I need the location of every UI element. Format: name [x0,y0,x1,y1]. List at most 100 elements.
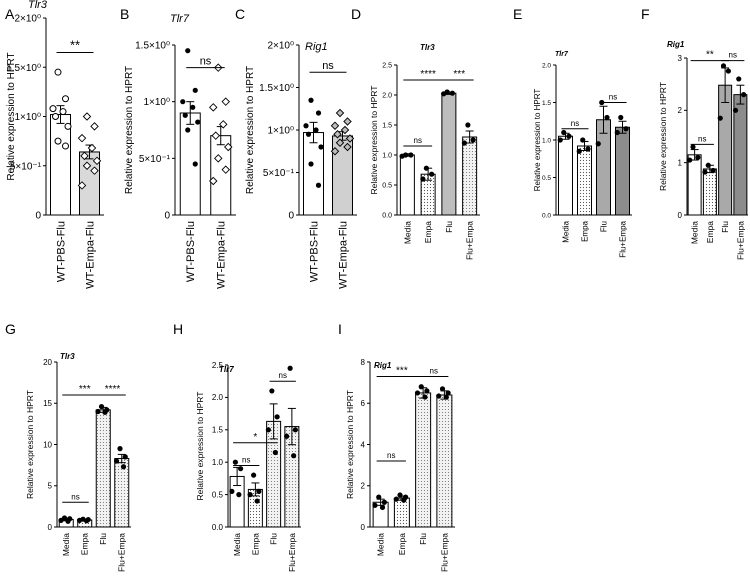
category-label: Flu+Empa [618,220,627,257]
data-point [221,165,230,174]
data-point [436,393,442,399]
data-point [340,125,350,135]
data-point [576,148,582,154]
y-axis-label: Relative expression to HPRT [345,390,355,499]
y-tick-label: 0.0 [382,212,392,219]
data-point [422,394,428,400]
data-point [102,409,108,415]
data-point [623,126,629,132]
significance-label: ns [322,60,334,72]
category-label: Media [561,220,570,242]
data-point [274,414,280,420]
significance-label: ns [571,119,579,128]
y-tick-label: 1.5×10⁰ [259,83,294,94]
category-label: Flu+Empa [287,533,297,572]
significance-label: **** [420,69,436,80]
data-point [308,161,314,167]
significance-label: ** [70,37,80,52]
y-tick-label: 2.5 [382,62,392,69]
data-point [62,142,69,150]
y-tick-label: 1.5 [382,122,392,129]
data-point [445,390,451,396]
significance-label: ns [71,492,79,501]
data-point [52,113,59,120]
data-point [287,365,293,371]
data-point [397,492,403,498]
data-point [256,488,262,494]
significance-label: ns [729,51,737,60]
panel-title: Rig1 [305,41,328,53]
data-point [284,433,290,439]
data-point [265,427,271,433]
data-point [80,151,89,161]
data-point [381,499,387,505]
y-axis-label: Relative expression to HPRT [124,66,135,194]
data-point [443,394,449,400]
y-tick-label: 0 [288,211,294,222]
panel-letter: C [235,6,245,22]
data-point [604,114,610,121]
data-point [308,97,314,103]
data-point [343,117,352,126]
panel-title: Rig1 [374,361,392,370]
category-label: Media [690,221,700,244]
y-tick-label: 0 [678,211,683,220]
data-point [470,137,476,143]
panel-letter: A [5,6,15,22]
data-point [95,408,101,415]
panel-letter: D [351,6,361,22]
significance-label: **** [105,384,121,395]
data-point [305,131,312,137]
y-tick-label: 1.0 [382,152,392,159]
data-point [224,142,233,152]
data-point [247,492,253,498]
y-tick-label: 5×10⁻¹ [139,154,171,165]
data-point [618,114,624,121]
data-point [291,453,297,459]
y-axis-label: Relative expression to HPRT [245,66,256,194]
category-label: Media [376,533,386,556]
panel-title: Tlr7 [555,51,569,58]
bar [399,154,415,216]
panel-b: B Tlr7 0 5×10⁻¹ 1×10⁰ 1.5×10⁰ Relative express… [120,6,236,289]
data-point [54,68,62,76]
data-point [77,133,87,143]
y-tick-label: 2.0 [382,92,392,99]
category-label: WT-PBS-Flu [185,221,197,282]
category-label: Media [402,221,412,244]
category-label: Media [61,533,71,556]
panel-title: Tlr7 [219,365,234,374]
significance-label: * [253,432,257,443]
y-tick-label: 2.0 [212,393,224,402]
data-point [687,157,693,163]
data-point [330,121,340,130]
data-point [449,90,455,96]
y-tick-label: 2.5 [212,361,224,370]
panel-h: H Tlr7 0.0 0.5 1.0 1.5 2.0 2.5 Relative expressi… [173,321,301,572]
panel-f: F Rig1 0 1 2 3 Relative expression to HPRT Medi… [641,6,748,260]
data-point [420,176,426,182]
bar [615,126,630,216]
data-point [315,110,322,116]
significance-label: ** [706,50,714,61]
data-point [595,141,601,147]
data-point [315,182,322,188]
y-tick-label: 0.5 [382,182,392,189]
data-point [557,137,563,143]
significance-label: ns [200,56,212,68]
bar [441,92,457,216]
data-point [741,92,747,98]
data-point [705,162,711,168]
data-point [335,108,345,118]
data-point [76,517,83,524]
significance-label: ns [430,366,438,375]
data-point [303,123,309,129]
data-point [720,63,727,69]
data-point [399,153,405,159]
panel-title: Tlr3 [420,43,435,52]
y-tick-label: 2.0 [542,62,551,69]
data-point [185,127,191,133]
data-point [65,518,71,524]
category-label: WT-Empa-Flu [216,221,228,289]
y-tick-label: 0 [48,523,53,532]
